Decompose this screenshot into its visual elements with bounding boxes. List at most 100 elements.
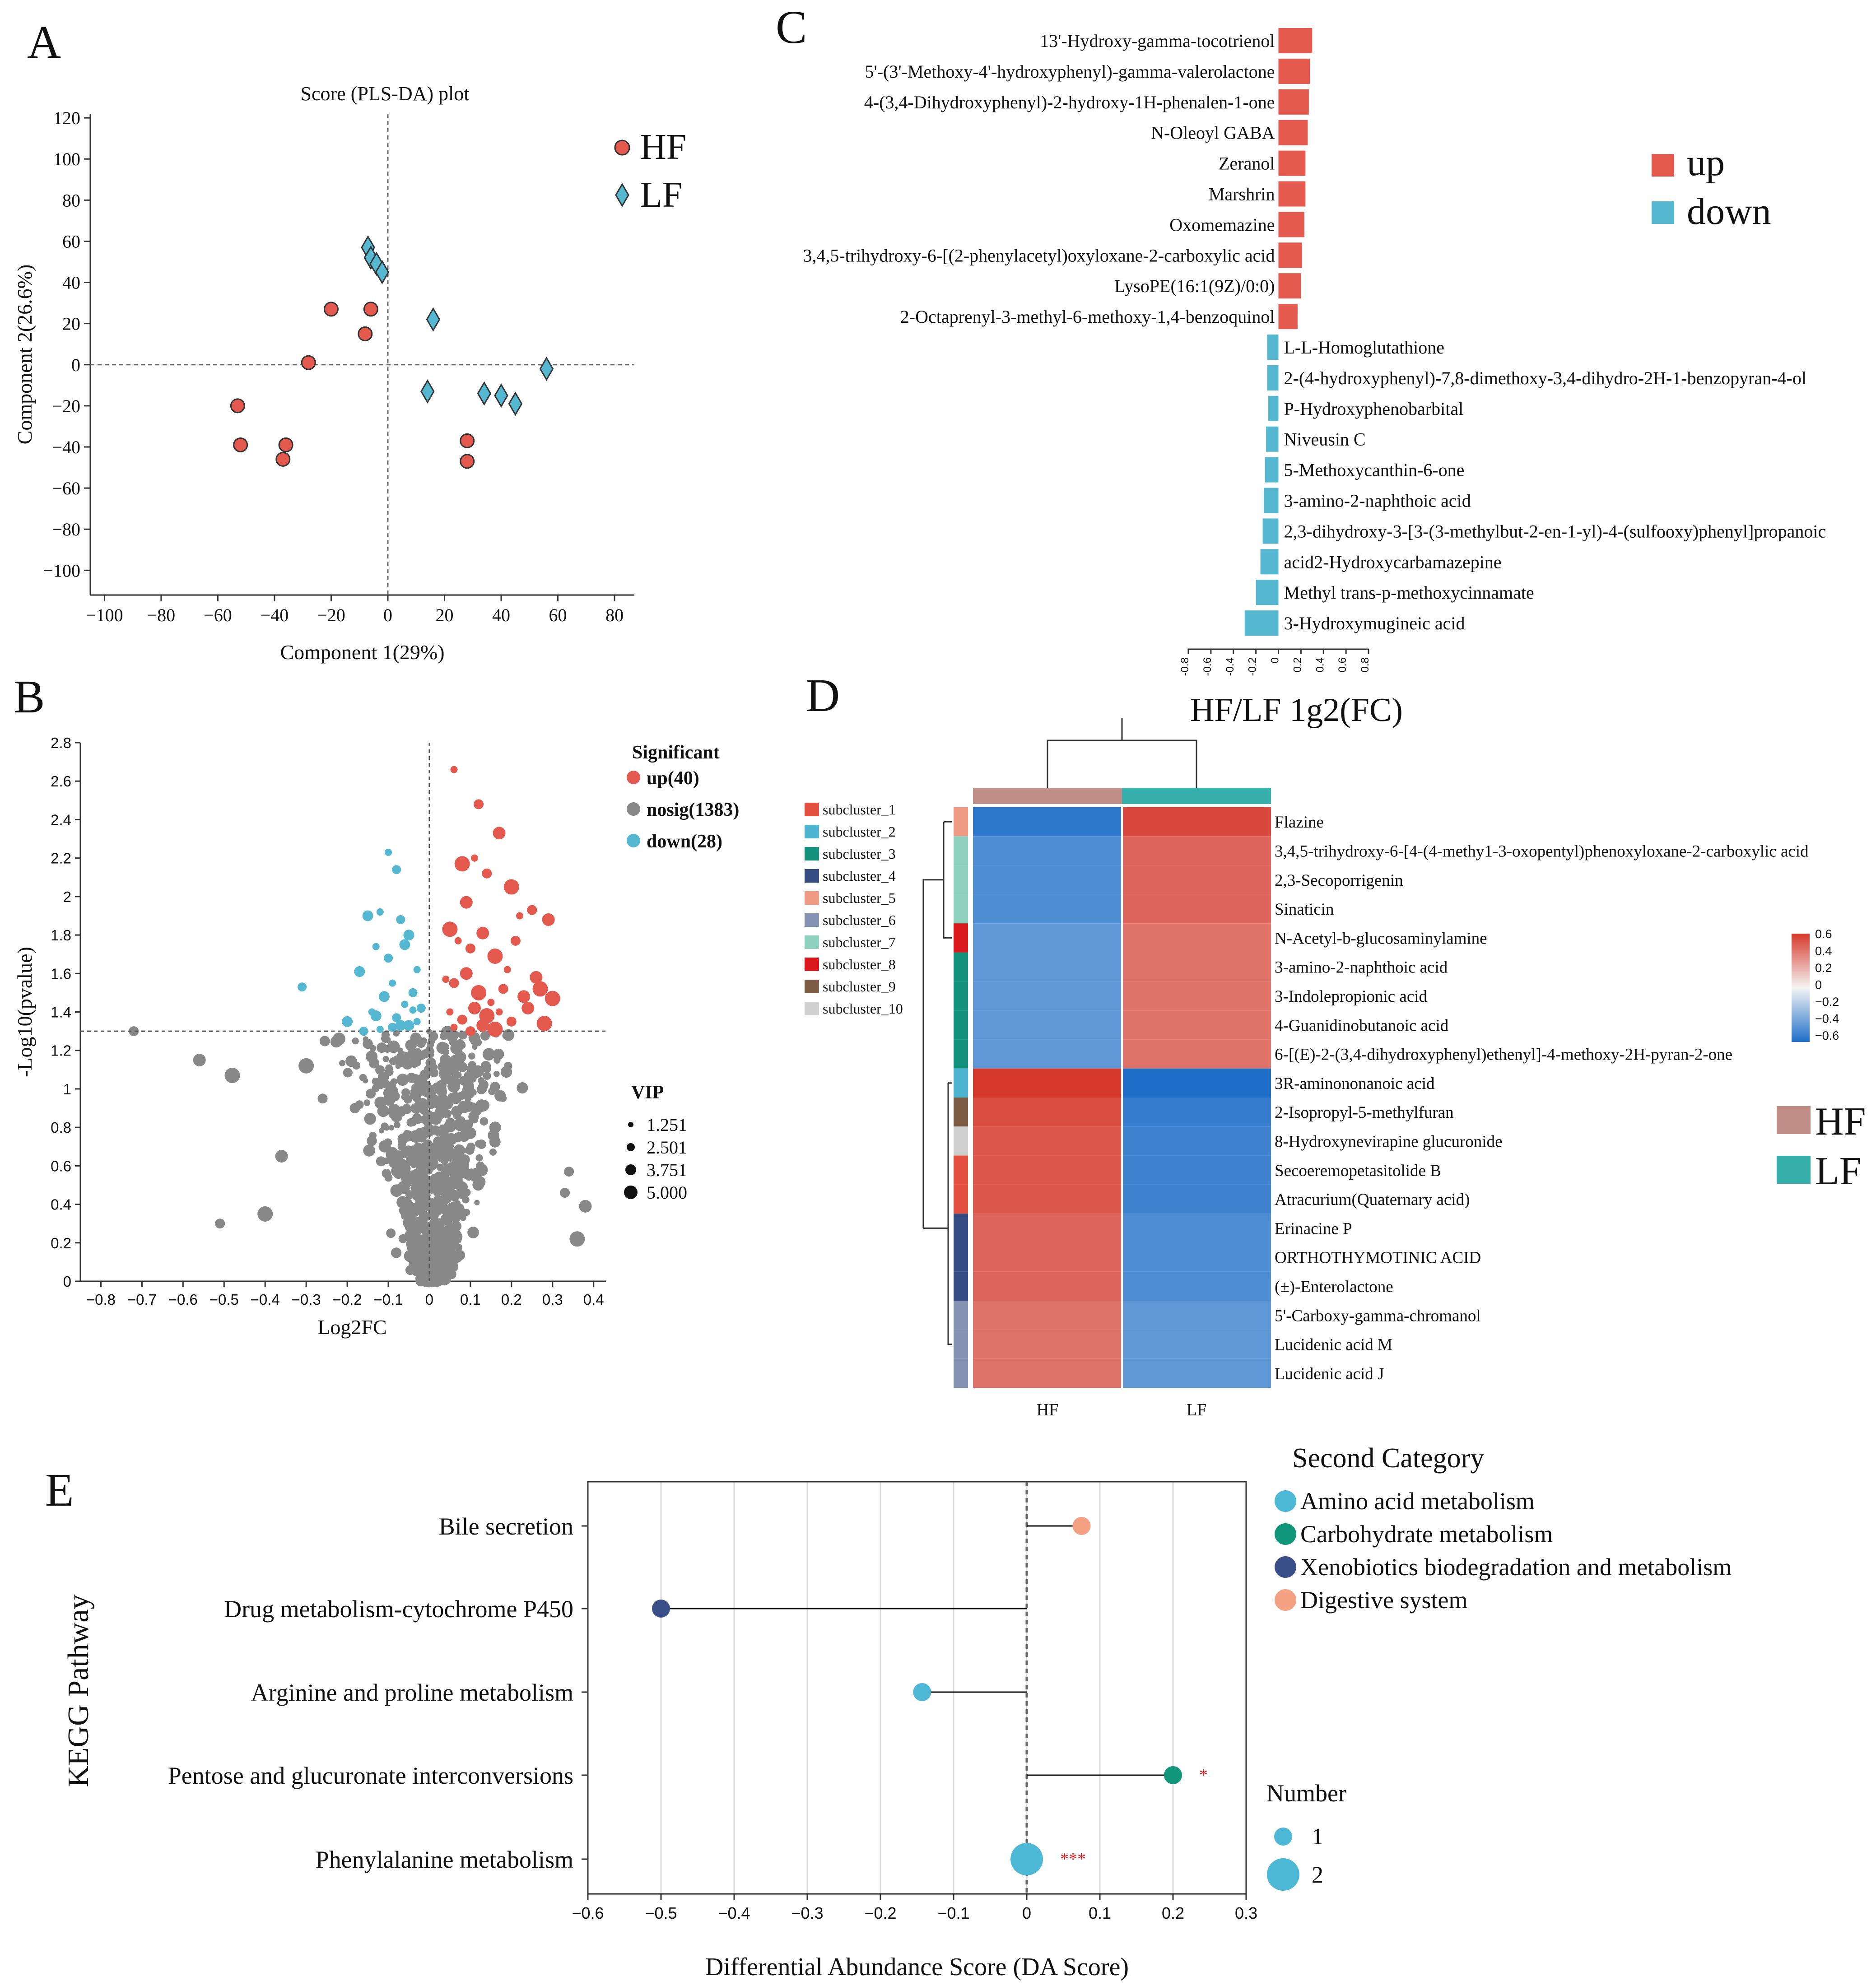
y-tick-label: 2.2 (51, 850, 71, 867)
row-subcluster-bar (954, 1242, 968, 1272)
nosig-outlier-point (224, 1068, 240, 1084)
nosig-point (447, 1215, 453, 1222)
row-subcluster-bar (954, 836, 968, 865)
y-tick-label: 1.2 (51, 1042, 71, 1059)
nosig-point (480, 1104, 488, 1112)
sample-bar-lf (1122, 788, 1271, 804)
down-point (399, 939, 410, 950)
legend-marker (1275, 1556, 1296, 1578)
y-tick-label: 0 (71, 355, 80, 375)
nosig-point (407, 1119, 413, 1125)
subcluster-legend-label: subcluster_10 (823, 1000, 903, 1017)
heatmap-cell (973, 1068, 1122, 1098)
nosig-point (410, 1091, 417, 1098)
row-label: ORTHOTHYMOTINIC ACID (1275, 1249, 1481, 1267)
row-subcluster-bar (954, 1010, 968, 1040)
down-bar (1266, 426, 1279, 452)
heatmap-cell (1122, 1155, 1271, 1185)
down-point (376, 1025, 384, 1033)
nosig-point (448, 1081, 457, 1090)
x-axis-label: Differential Abundance Score (DA Score) (705, 1953, 1129, 1981)
up-point (517, 990, 531, 1003)
y-tick-label: 1.6 (51, 965, 71, 982)
heatmap-cell (973, 981, 1122, 1011)
bar-label: 3-amino-2-naphthoic acid (1284, 491, 1471, 511)
nosig-point (452, 1236, 458, 1243)
y-tick-label: 0.8 (51, 1119, 71, 1136)
y-tick-label: 80 (62, 190, 80, 210)
nosig-point (387, 1081, 396, 1090)
nosig-point (365, 1051, 378, 1063)
panel-label-d: D (806, 670, 840, 721)
nosig-point (369, 1045, 377, 1052)
row-dendrogram (922, 821, 952, 1345)
subcluster-legend-label: subcluster_9 (823, 978, 896, 995)
down-bar (1268, 395, 1279, 421)
significance-marker: *** (1060, 1850, 1086, 1869)
row-subcluster-bar (954, 1126, 968, 1156)
lollipop-point (913, 1683, 931, 1701)
up-point (476, 1019, 489, 1032)
hf-point (275, 451, 291, 467)
nosig-point (352, 1037, 359, 1045)
nosig-point (411, 1104, 419, 1112)
nosig-point (450, 1092, 462, 1104)
nosig-point (458, 1030, 468, 1040)
hf-point (460, 433, 475, 448)
x-tick-label: -0.6 (1201, 657, 1214, 676)
bar-label: Zeranol (1219, 153, 1275, 174)
nosig-point (430, 1173, 439, 1182)
nosig-point (383, 1157, 390, 1164)
down-point (372, 943, 380, 950)
y-tick-label: 0.2 (51, 1235, 71, 1251)
nosig-point (439, 1273, 452, 1285)
subcluster-legend-swatch (805, 980, 819, 993)
nosig-point (444, 1196, 451, 1204)
bar-label: 5-Methoxycanthin-6-one (1284, 460, 1465, 480)
heatmap-cell (1122, 1098, 1271, 1127)
nosig-point (391, 1247, 402, 1258)
x-tick-label: 0.2 (1162, 1904, 1184, 1922)
up-point (527, 905, 537, 915)
nosig-point (410, 1175, 423, 1187)
heatmap-cell (1122, 1214, 1271, 1243)
y-tick-label: −60 (52, 478, 80, 498)
colorbar-tick-label: −0.4 (1815, 1012, 1839, 1026)
hf-point (278, 437, 293, 452)
subcluster-legend-label: subcluster_7 (823, 934, 896, 950)
bar-label: LysoPE(16:1(9Z)/0:0) (1114, 276, 1275, 296)
down-bar (1267, 365, 1279, 391)
panel-d-heatmap: Flazine 3,4,5-trihydroxy-6-[4-(4-methy1-3… (805, 718, 1866, 1419)
panel-label-c: C (776, 1, 807, 53)
lf-point (420, 379, 435, 404)
up-point (530, 971, 543, 984)
nosig-point (483, 1072, 491, 1080)
row-label: Lucidenic acid M (1275, 1336, 1392, 1354)
x-tick-label: 60 (549, 605, 567, 625)
nosig-point (469, 1075, 477, 1083)
up-bar (1278, 181, 1306, 207)
nosig-point (405, 1155, 416, 1166)
down-bar (1262, 518, 1279, 544)
bar-label: 13'-Hydroxy-gamma-tocotrienol (1040, 31, 1275, 51)
plot-frame (587, 1481, 1247, 1895)
row-label: 2,3-Secoporrigenin (1275, 871, 1403, 890)
nosig-point (439, 1068, 451, 1080)
up-bar (1278, 273, 1301, 299)
y-tick-label: 2.4 (51, 811, 71, 828)
up-point (460, 967, 473, 980)
heatmap-cell (1122, 807, 1271, 837)
panel-a-pls-da-plot: −100 −80 −60 −40 −20 0 20 40 60 80 120 100 80 60 40 20 0… (13, 83, 686, 664)
lf-point (369, 251, 384, 276)
nosig-point (375, 1065, 385, 1075)
x-tick-label: −0.5 (209, 1291, 239, 1308)
y-tick-label: −80 (52, 519, 80, 540)
nosig-point (483, 1065, 491, 1073)
up-point (498, 984, 508, 994)
x-tick-label: 0.6 (1336, 657, 1349, 672)
size-legend-label: 5.000 (647, 1182, 687, 1203)
row-subcluster-bar (954, 1039, 968, 1069)
nosig-point (388, 1103, 400, 1116)
x-tick-label: 0.4 (1314, 657, 1326, 672)
lf-point (539, 356, 554, 381)
